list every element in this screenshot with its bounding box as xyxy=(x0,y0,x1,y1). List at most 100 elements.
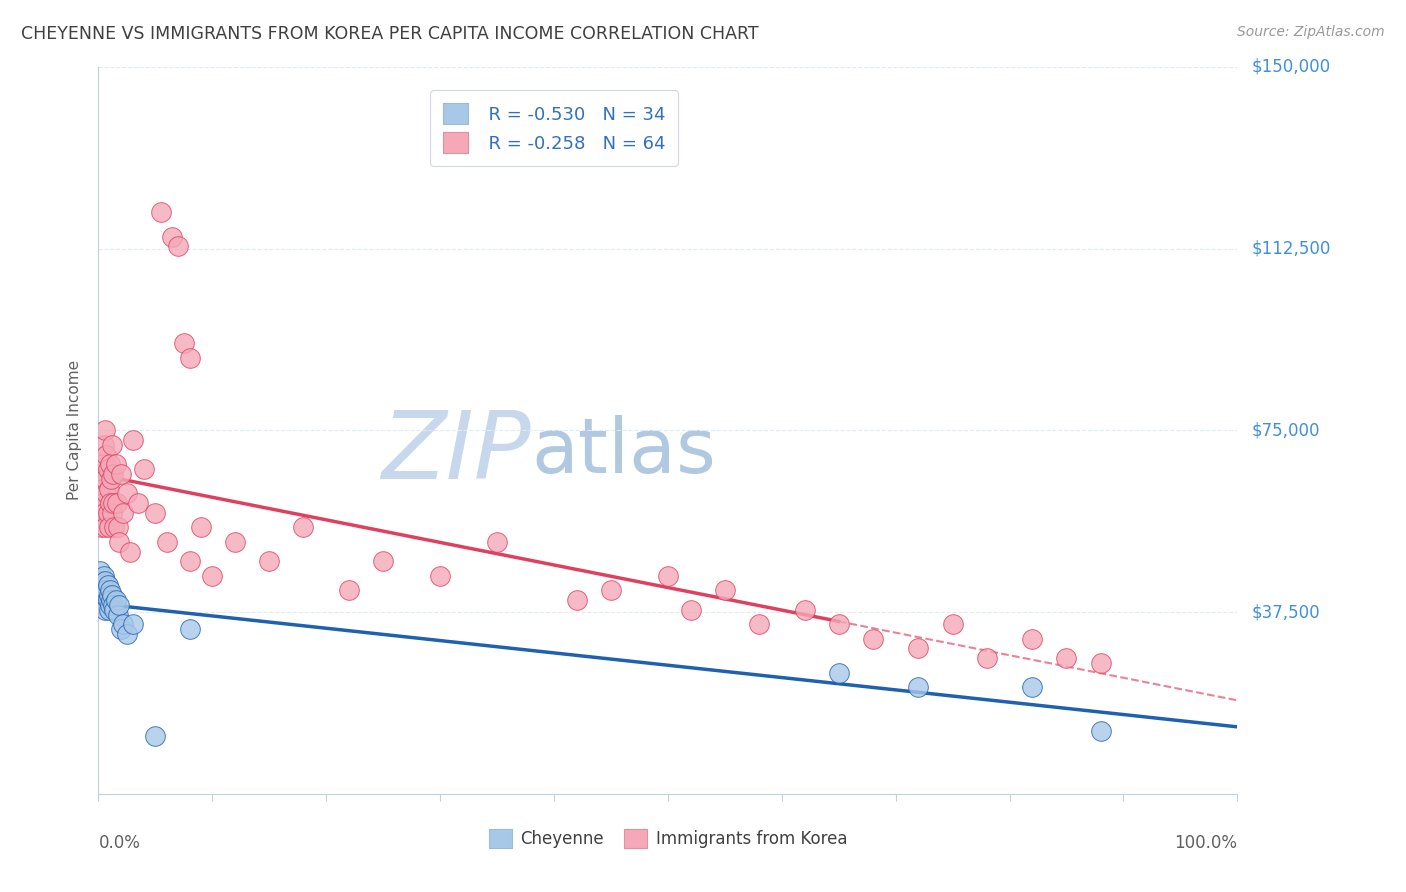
Point xyxy=(828,617,851,632)
Point xyxy=(98,598,121,612)
Point xyxy=(145,729,167,743)
Text: $75,000: $75,000 xyxy=(1251,421,1320,440)
Point xyxy=(89,564,111,578)
Point xyxy=(190,520,212,534)
Point xyxy=(714,583,737,598)
Point xyxy=(828,665,851,680)
Point xyxy=(167,239,190,253)
Point xyxy=(107,520,129,534)
Point xyxy=(110,467,132,481)
Point xyxy=(156,534,179,549)
Point xyxy=(94,472,117,486)
Point xyxy=(120,544,142,558)
Point xyxy=(121,433,143,447)
Point xyxy=(1054,651,1078,665)
Text: 0.0%: 0.0% xyxy=(98,834,141,852)
Point xyxy=(337,583,360,598)
Point xyxy=(793,603,815,617)
Text: 100.0%: 100.0% xyxy=(1174,834,1237,852)
Point xyxy=(97,482,120,496)
Point xyxy=(429,569,451,583)
Point xyxy=(115,627,138,641)
Point xyxy=(145,506,167,520)
Point xyxy=(97,603,120,617)
Point xyxy=(97,520,120,534)
Legend: Cheyenne, Immigrants from Korea: Cheyenne, Immigrants from Korea xyxy=(482,822,853,855)
Point xyxy=(90,574,112,588)
Point xyxy=(110,622,132,636)
Point xyxy=(150,205,173,219)
Point xyxy=(127,496,149,510)
Point xyxy=(94,520,117,534)
Point xyxy=(1090,656,1112,670)
Point xyxy=(103,467,125,481)
Point xyxy=(565,593,588,607)
Point xyxy=(942,617,965,632)
Point xyxy=(96,462,118,476)
Point xyxy=(907,641,929,656)
Point xyxy=(100,593,122,607)
Point xyxy=(90,593,112,607)
Point xyxy=(105,496,128,510)
Point xyxy=(93,569,115,583)
Text: ZIP: ZIP xyxy=(381,407,531,498)
Point xyxy=(91,578,114,592)
Text: $37,500: $37,500 xyxy=(1251,603,1320,621)
Text: $150,000: $150,000 xyxy=(1251,58,1330,76)
Point xyxy=(91,598,114,612)
Text: Source: ZipAtlas.com: Source: ZipAtlas.com xyxy=(1237,25,1385,39)
Point xyxy=(103,598,125,612)
Point xyxy=(96,506,118,520)
Point xyxy=(103,603,125,617)
Point xyxy=(259,554,281,568)
Point xyxy=(90,472,112,486)
Point xyxy=(107,607,129,622)
Point xyxy=(94,603,117,617)
Y-axis label: Per Capita Income: Per Capita Income xyxy=(67,360,83,500)
Point xyxy=(104,593,127,607)
Point xyxy=(121,617,143,632)
Point xyxy=(90,583,112,598)
Point xyxy=(179,351,201,365)
Point xyxy=(371,554,394,568)
Point xyxy=(91,458,114,472)
Point xyxy=(907,680,929,694)
Point xyxy=(96,486,118,500)
Point xyxy=(91,496,114,510)
Point xyxy=(108,534,131,549)
Point xyxy=(93,438,115,452)
Point xyxy=(90,520,112,534)
Point xyxy=(600,583,623,598)
Point xyxy=(101,506,124,520)
Point xyxy=(104,458,127,472)
Point xyxy=(679,603,702,617)
Point xyxy=(162,229,184,244)
Point xyxy=(108,598,131,612)
Text: CHEYENNE VS IMMIGRANTS FROM KOREA PER CAPITA INCOME CORRELATION CHART: CHEYENNE VS IMMIGRANTS FROM KOREA PER CA… xyxy=(21,25,759,43)
Point xyxy=(90,482,112,496)
Point xyxy=(173,336,195,351)
Point xyxy=(201,569,224,583)
Point xyxy=(98,583,121,598)
Point xyxy=(93,588,115,602)
Point xyxy=(103,496,125,510)
Point xyxy=(94,424,117,438)
Point xyxy=(101,588,124,602)
Point xyxy=(98,496,121,510)
Point xyxy=(976,651,998,665)
Point xyxy=(748,617,770,632)
Point xyxy=(97,588,120,602)
Text: $112,500: $112,500 xyxy=(1251,240,1330,258)
Point xyxy=(89,496,111,510)
Point xyxy=(96,583,118,598)
Point xyxy=(96,593,118,607)
Point xyxy=(1021,632,1043,646)
Point xyxy=(657,569,679,583)
Point xyxy=(94,574,117,588)
Point xyxy=(1021,680,1043,694)
Point xyxy=(112,617,135,632)
Point xyxy=(112,506,135,520)
Point xyxy=(96,448,118,462)
Point xyxy=(115,486,138,500)
Point xyxy=(103,520,125,534)
